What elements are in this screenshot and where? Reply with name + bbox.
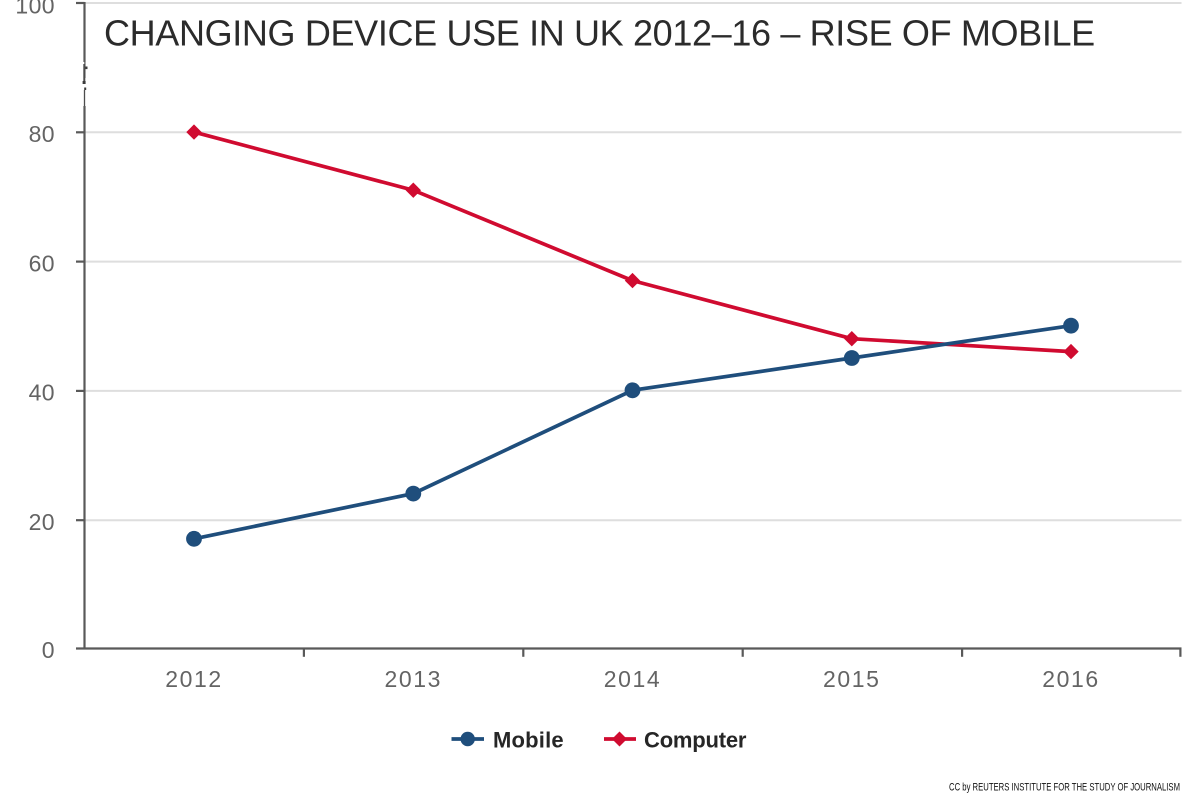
svg-text:100: 100 — [15, 0, 55, 19]
svg-text:20: 20 — [29, 509, 55, 535]
svg-text:80: 80 — [29, 121, 55, 147]
svg-text:2016: 2016 — [1042, 666, 1100, 692]
svg-text:40: 40 — [29, 380, 55, 406]
svg-text:CHANGING DEVICE USE IN UK 2012: CHANGING DEVICE USE IN UK 2012–16 – RISE… — [104, 13, 1095, 54]
svg-text:CC by REUTERS INSTITUTE FOR TH: CC by REUTERS INSTITUTE FOR THE STUDY OF… — [949, 781, 1180, 793]
svg-text:0: 0 — [42, 637, 55, 663]
svg-text:2012: 2012 — [165, 666, 223, 692]
svg-text:2015: 2015 — [823, 666, 881, 692]
svg-text:60: 60 — [29, 250, 55, 276]
svg-text:Computer: Computer — [644, 728, 747, 753]
svg-text:Mobile: Mobile — [493, 728, 564, 753]
svg-text:2014: 2014 — [604, 666, 662, 692]
svg-text:2013: 2013 — [385, 666, 443, 692]
